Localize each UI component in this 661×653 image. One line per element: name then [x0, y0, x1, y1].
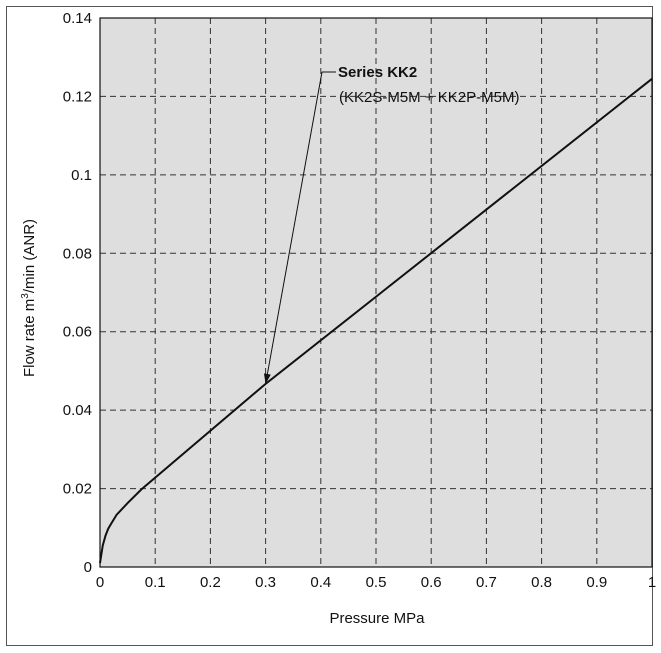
annotation-arrow-line [266, 71, 323, 375]
x-axis-title: Pressure MPa [329, 610, 425, 627]
x-tick-label: 0.9 [586, 574, 607, 591]
x-tick-label: 0.1 [145, 574, 166, 591]
y-axis-title-superscript: 3 [20, 293, 31, 299]
y-axis-ticks: 0 0.02 0.04 0.06 0.08 0.1 0.12 0.14 [63, 10, 92, 576]
y-tick-label: 0.02 [63, 481, 92, 498]
x-tick-label: 0.7 [476, 574, 497, 591]
y-axis-title-main: Flow rate m [21, 299, 38, 377]
series-line-kk2 [99, 77, 653, 564]
grid-lines [100, 18, 652, 567]
x-tick-label: 0.8 [531, 574, 552, 591]
y-axis-title-tail: /min (ANR) [21, 219, 38, 293]
y-tick-label: 0.14 [63, 10, 92, 27]
x-tick-label: 0.5 [366, 574, 387, 591]
x-tick-label: 0.2 [200, 574, 221, 591]
y-tick-label: 0.12 [63, 88, 92, 105]
annotation-arrow-head [263, 373, 271, 384]
x-tick-label: 0 [96, 574, 104, 591]
series-annotation: Series KK2 (KK2S-M5M + KK2P-M5M) [263, 64, 519, 384]
y-tick-label: 0.06 [63, 324, 92, 341]
x-tick-label: 1 [648, 574, 656, 591]
x-tick-label: 0.3 [255, 574, 276, 591]
x-tick-label: 0.6 [421, 574, 442, 591]
annotation-series-detail: (KK2S-M5M + KK2P-M5M) [339, 89, 519, 106]
annotation-series-label: Series KK2 [338, 64, 417, 81]
y-tick-label: 0.08 [63, 245, 92, 262]
y-tick-label: 0 [84, 559, 92, 576]
y-tick-label: 0.04 [63, 402, 92, 419]
y-axis-title: Flow rate m3/min (ANR) [20, 219, 38, 377]
y-tick-label: 0.1 [71, 167, 92, 184]
x-axis-ticks: 0 0.1 0.2 0.3 0.4 0.5 0.6 0.7 0.8 0.9 1 [96, 574, 656, 591]
plot-border [99, 17, 653, 568]
x-tick-label: 0.4 [310, 574, 331, 591]
